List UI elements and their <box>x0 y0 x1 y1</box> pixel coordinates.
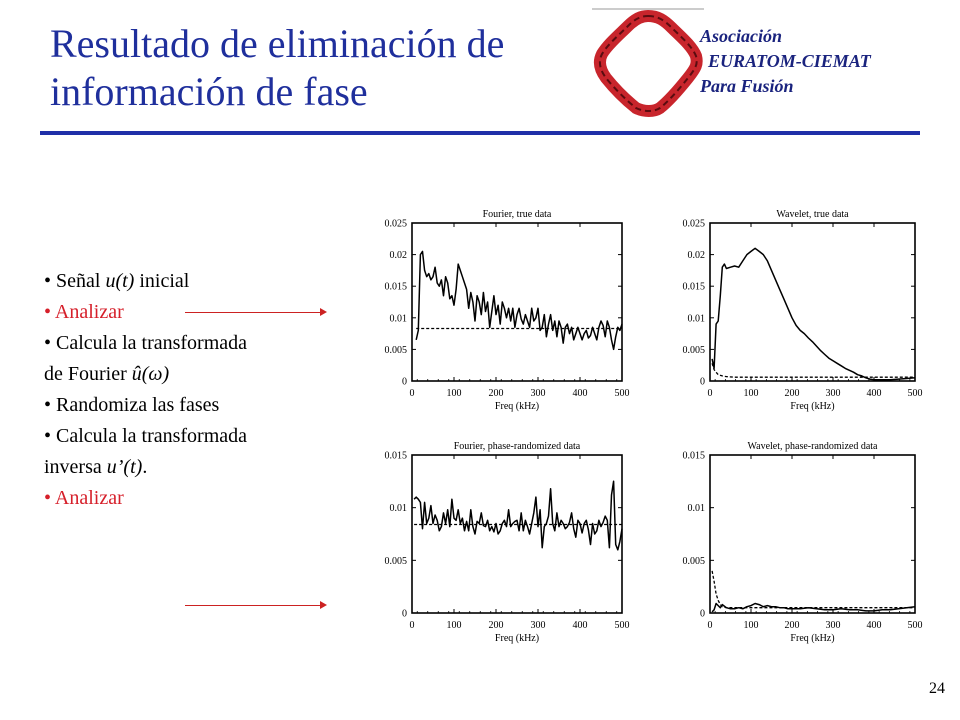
chart-3: Fourier, phase-randomized data Freq (kHz)… <box>385 441 630 644</box>
x-tick-label: 200 <box>785 620 800 631</box>
bullet-item-analizar: • Analizar <box>44 301 124 323</box>
x-axis-label: Freq (kHz) <box>790 401 834 412</box>
bullet-item: • Calcula la transformada inversa u’(t). <box>44 425 248 478</box>
x-tick-label: 200 <box>489 388 504 399</box>
bullet-list: • Señal u(t) inicial • Analizar • Calcul… <box>44 266 264 514</box>
right-arrow-icon <box>185 308 327 316</box>
organization-name: Asociación EURATOM-CIEMAT Para Fusión <box>700 24 871 99</box>
y-tick-label: 0.005 <box>385 556 408 567</box>
x-tick-label: 300 <box>531 620 546 631</box>
slide-title: Resultado de eliminación de información … <box>50 20 590 116</box>
bullet-item: • Randomiza las fases <box>44 394 220 416</box>
x-tick-label: 500 <box>908 620 923 631</box>
series-line-dashed <box>711 570 915 609</box>
x-axis-label: Freq (kHz) <box>790 633 834 644</box>
x-tick-label: 400 <box>573 388 588 399</box>
y-tick-label: 0.01 <box>390 313 408 324</box>
series-line-solid <box>711 247 916 381</box>
y-tick-label: 0.01 <box>390 503 408 514</box>
chart-1: Fourier, true data Freq (kHz) 0 100 200 300 40… <box>385 209 630 412</box>
x-tick-label: 400 <box>573 620 588 631</box>
y-tick-label: 0.02 <box>390 250 408 261</box>
x-tick-label: 300 <box>531 388 546 399</box>
y-tick-label: 0.015 <box>683 282 706 293</box>
y-tick-label: 0.01 <box>688 313 706 324</box>
x-tick-label: 500 <box>615 620 630 631</box>
y-tick-label: 0.015 <box>385 451 408 462</box>
plot-frame <box>709 222 916 382</box>
chart-title: Wavelet, true data <box>776 209 849 220</box>
x-tick-label: 500 <box>615 388 630 399</box>
y-tick-label: 0.01 <box>688 503 706 514</box>
y-tick-label: 0.015 <box>385 282 408 293</box>
y-tick-label: 0 <box>402 377 407 388</box>
page-number: 24 <box>929 680 945 697</box>
chart-title: Fourier, true data <box>483 209 552 220</box>
x-tick-label: 200 <box>489 620 504 631</box>
y-tick-label: 0.025 <box>683 219 706 230</box>
x-tick-label: 400 <box>867 620 882 631</box>
org-line-1: Asociación <box>700 26 783 46</box>
x-tick-label: 100 <box>744 388 759 399</box>
org-line-2: EURATOM-CIEMAT <box>708 51 871 71</box>
x-tick-label: 0 <box>410 620 415 631</box>
bullet-item-analizar: • Analizar <box>44 487 124 509</box>
y-tick-label: 0.025 <box>385 219 408 230</box>
chart-2: Wavelet, true data Freq (kHz) 0 100 200 300 40… <box>683 209 923 412</box>
x-tick-label: 400 <box>867 388 882 399</box>
plot-frame <box>411 454 623 614</box>
slide-title-line-1: Resultado de eliminación de <box>50 21 505 66</box>
x-tick-label: 300 <box>826 620 841 631</box>
x-tick-label: 100 <box>447 620 462 631</box>
chart-title: Fourier, phase-randomized data <box>454 441 581 452</box>
euratom-ciemat-logo-icon <box>592 8 704 117</box>
y-tick-label: 0.02 <box>688 250 706 261</box>
x-tick-label: 300 <box>826 388 841 399</box>
chart-4: Wavelet, phase-randomized data Freq (kHz)… <box>683 441 923 644</box>
x-tick-label: 0 <box>708 620 713 631</box>
x-tick-label: 0 <box>410 388 415 399</box>
y-tick-label: 0.015 <box>683 451 706 462</box>
y-tick-label: 0 <box>700 609 705 620</box>
series-line-solid <box>415 250 623 351</box>
x-axis-label: Freq (kHz) <box>495 633 539 644</box>
chart-title: Wavelet, phase-randomized data <box>748 441 879 452</box>
y-tick-label: 0 <box>402 609 407 620</box>
y-tick-label: 0.005 <box>683 345 706 356</box>
slide-title-line-2: información de fase <box>50 69 368 114</box>
plot-frame <box>709 454 916 614</box>
bullet-item: • Señal u(t) inicial <box>44 270 190 292</box>
x-tick-label: 200 <box>785 388 800 399</box>
x-tick-label: 0 <box>708 388 713 399</box>
plot-frame <box>411 222 623 382</box>
right-arrow-icon <box>185 601 327 609</box>
y-tick-label: 0.005 <box>683 556 706 567</box>
series-line-dashed <box>711 363 915 378</box>
org-line-3: Para Fusión <box>700 76 794 96</box>
x-tick-label: 100 <box>447 388 462 399</box>
title-divider <box>40 131 920 135</box>
y-tick-label: 0.005 <box>385 345 408 356</box>
y-tick-label: 0 <box>700 377 705 388</box>
x-axis-label: Freq (kHz) <box>495 401 539 412</box>
x-tick-label: 500 <box>908 388 923 399</box>
bullet-item: • Calcula la transformada de Fourier û(ω… <box>44 332 248 385</box>
x-tick-label: 100 <box>744 620 759 631</box>
series-line-solid <box>413 480 623 551</box>
chart-panel-grid: Fourier, true data Freq (kHz) 0 100 200 300 40… <box>385 209 923 644</box>
